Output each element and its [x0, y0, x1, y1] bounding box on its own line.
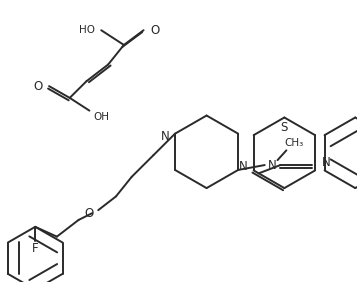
Text: N: N: [322, 156, 330, 169]
Text: O: O: [33, 80, 42, 93]
Text: CH₃: CH₃: [284, 139, 303, 148]
Text: N: N: [161, 130, 170, 143]
Text: OH: OH: [93, 111, 109, 121]
Text: F: F: [32, 242, 39, 255]
Text: N: N: [239, 160, 248, 173]
Text: HO: HO: [79, 25, 95, 35]
Text: N: N: [268, 158, 277, 172]
Text: O: O: [150, 24, 160, 37]
Text: O: O: [84, 207, 93, 220]
Text: S: S: [281, 121, 288, 134]
